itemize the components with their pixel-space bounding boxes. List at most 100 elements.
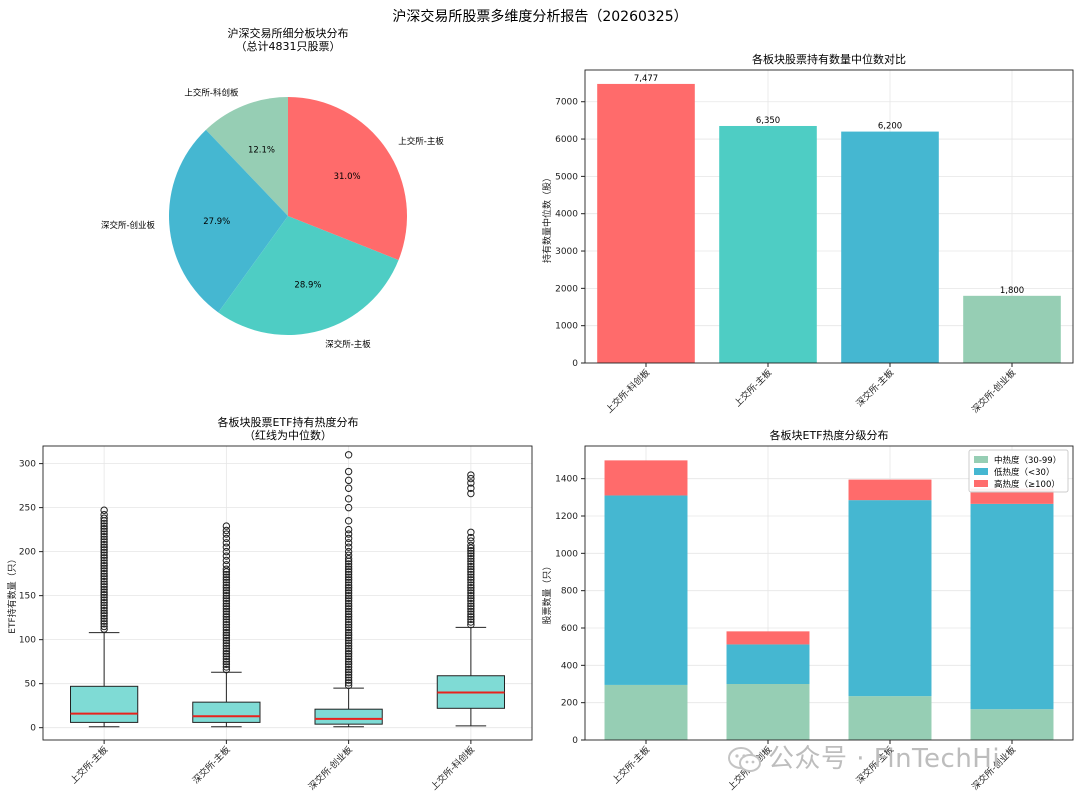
- box-outlier: [100, 606, 108, 615]
- box-outlier: [344, 554, 353, 563]
- box-outlier: [222, 628, 231, 637]
- box-outlier: [100, 519, 108, 528]
- stacked-bar-segment: [604, 460, 688, 496]
- box-outlier: [222, 597, 231, 605]
- stacked-bar-segment: [970, 709, 1054, 740]
- box-outlier: [100, 620, 108, 628]
- legend-swatch: [974, 456, 988, 463]
- box-outlier: [222, 620, 231, 629]
- bar: [841, 131, 939, 363]
- box-outlier: [344, 530, 353, 538]
- box-xtick-label: 上交所-主板: [68, 744, 111, 787]
- box-outlier: [100, 527, 108, 536]
- box-outlier: [344, 568, 353, 576]
- box-outlier: [100, 598, 108, 607]
- box-outlier: [344, 495, 353, 503]
- box-outlier: [467, 489, 475, 498]
- box-outlier: [100, 569, 108, 578]
- box-outlier: [344, 467, 353, 476]
- box-outlier: [344, 573, 353, 581]
- box-outlier: [467, 537, 475, 545]
- stacked-ytick-label: 1000: [555, 549, 578, 559]
- box-outlier: [222, 663, 231, 671]
- pie-slices: [168, 97, 407, 335]
- box-outlier: [100, 510, 108, 519]
- box-outlier: [100, 572, 108, 580]
- box-outlier: [222, 613, 231, 621]
- box-outlier: [344, 578, 353, 587]
- box-outlier: [344, 665, 353, 674]
- box-outlier: [222, 642, 231, 650]
- box-outlier: [344, 631, 353, 639]
- stacked-legend: 中热度（30-99）低热度（<30）高热度（≥100）: [968, 449, 1069, 493]
- box-outlier: [222, 547, 231, 556]
- box-outlier: [222, 636, 231, 645]
- box-outlier: [100, 617, 108, 625]
- box-outlier: [100, 567, 108, 575]
- box-outlier: [222, 543, 231, 551]
- bar-ytick-label: 4000: [555, 210, 578, 220]
- box-outlier: [344, 615, 353, 624]
- box-outlier: [344, 560, 353, 568]
- box-outlier: [467, 484, 475, 492]
- box-outlier: [344, 517, 353, 525]
- stacked-ytick-label: 1400: [555, 475, 578, 485]
- box-outlier: [100, 525, 108, 533]
- pie-pct-label: 12.1%: [248, 146, 275, 156]
- box-outlier: [344, 539, 353, 547]
- bar-ytick-label: 0: [572, 359, 578, 369]
- box-outlier: [467, 533, 475, 542]
- box-title: 各板块股票ETF持有热度分布: [218, 415, 359, 429]
- wechat-icon: [728, 746, 762, 774]
- box-outlier: [467, 610, 475, 618]
- box-outlier: [344, 671, 353, 679]
- box-outlier: [222, 599, 231, 608]
- box-outlier: [344, 642, 353, 650]
- box-outlier: [100, 514, 108, 522]
- box-outlier: [467, 570, 475, 579]
- box-outlier: [100, 556, 108, 565]
- box-outlier: [222, 526, 231, 535]
- box-outlier: [467, 471, 475, 479]
- box-ylabel: ETF持有数量（只）: [6, 554, 18, 633]
- box-outlier: [467, 560, 475, 568]
- box-outlier: [467, 599, 475, 608]
- box-outlier: [344, 668, 353, 676]
- box-outlier: [467, 549, 475, 558]
- box-outlier: [344, 647, 353, 655]
- stacked-ytick-label: 0: [572, 736, 578, 746]
- box-outlier: [222, 576, 231, 584]
- stacked-xtick-label: 上交所-主板: [610, 744, 653, 787]
- box-ytick-label: 250: [19, 504, 36, 514]
- box-outlier: [467, 589, 475, 597]
- box-outlier: [467, 541, 475, 550]
- box-outlier: [100, 622, 108, 631]
- box-outlier: [344, 676, 353, 684]
- stacked-bar-segment: [848, 500, 932, 697]
- box-outlier: [344, 503, 353, 512]
- box-outlier: [344, 570, 353, 579]
- box-outlier: [467, 607, 475, 616]
- pie-slice-label: 上交所-主板: [398, 136, 444, 147]
- box-outlier: [100, 554, 108, 562]
- box-outlier: [467, 474, 475, 483]
- legend-swatch: [974, 480, 988, 487]
- box-outlier: [467, 581, 475, 589]
- stacked-bar-segment: [726, 631, 810, 645]
- box-outlier: [222, 602, 231, 610]
- box-outlier: [222, 618, 231, 626]
- bar-xtick-label: 上交所-科创板: [603, 367, 652, 416]
- legend-swatch: [974, 468, 988, 475]
- bar: [719, 125, 817, 363]
- box-outlier: [344, 636, 353, 645]
- bar-xtick-label: 上交所-主板: [732, 367, 775, 410]
- box-outlier: [467, 547, 475, 555]
- box-outlier: [467, 528, 475, 536]
- stacked-ytick-label: 600: [561, 624, 578, 634]
- box-outlier: [100, 593, 108, 602]
- box-outlier: [344, 607, 353, 616]
- box-outlier: [344, 565, 353, 573]
- box-outlier: [222, 568, 231, 576]
- box-xtick-label: 上交所-科创板: [428, 744, 477, 793]
- box-outlier: [344, 681, 353, 690]
